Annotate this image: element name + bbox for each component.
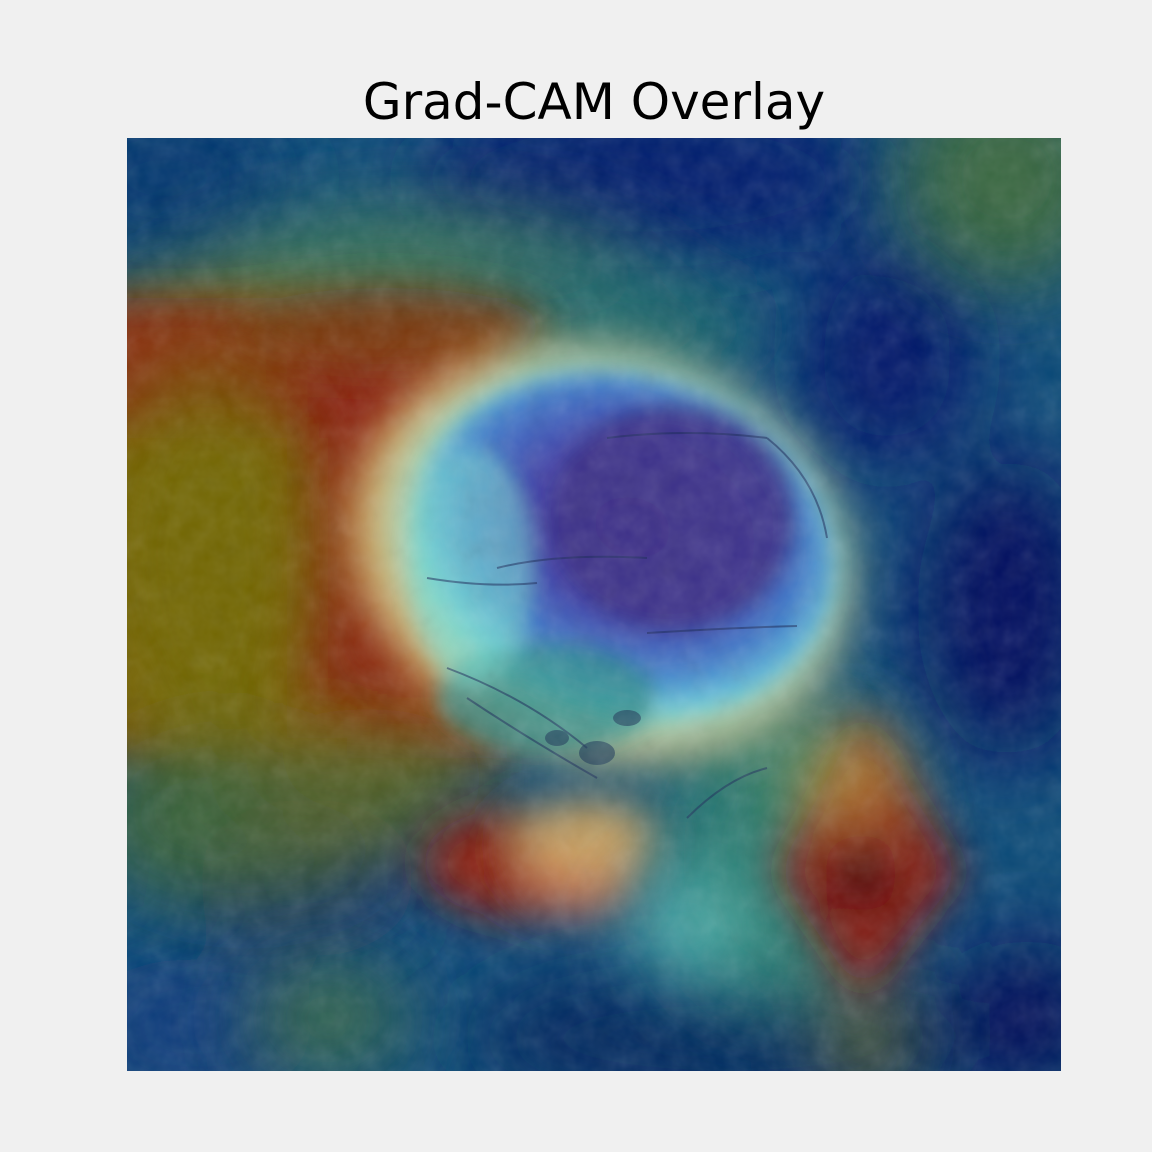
plot-title: Grad-CAM Overlay bbox=[362, 73, 826, 131]
grad-cam-heatmap bbox=[127, 138, 1061, 1071]
overlay-image bbox=[127, 138, 1061, 1071]
